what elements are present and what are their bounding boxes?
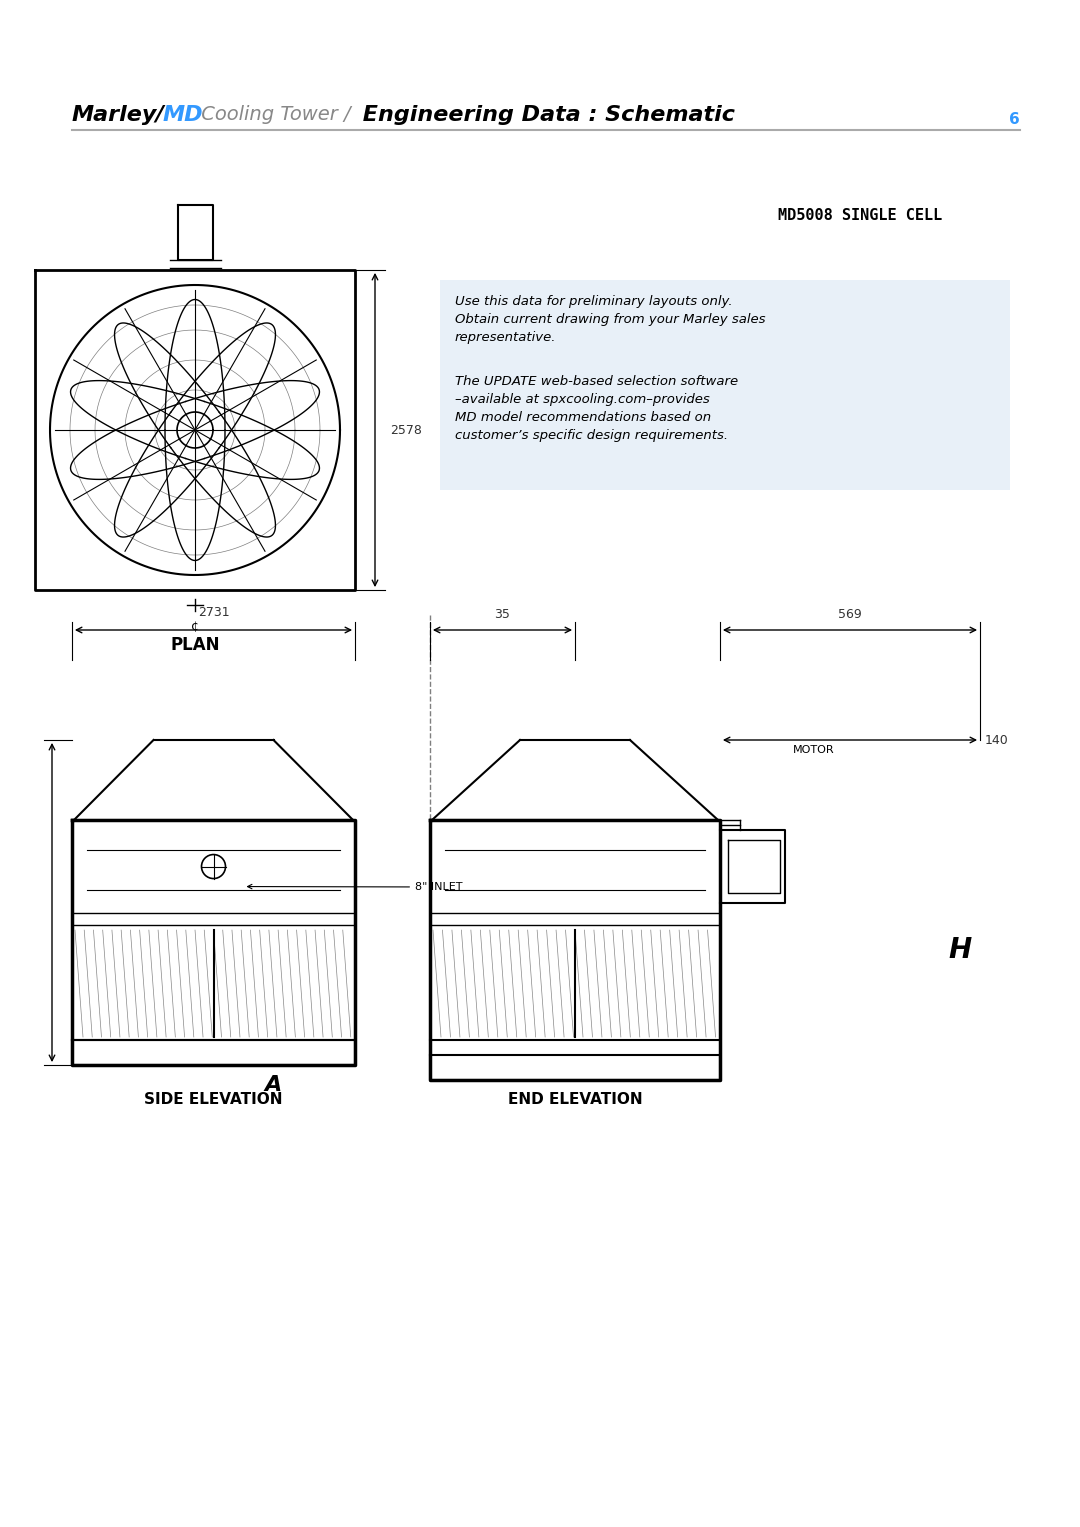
Text: The UPDATE web-based selection software
–available at spxcooling.com–provides
MD: The UPDATE web-based selection software … bbox=[455, 376, 738, 441]
Text: 140: 140 bbox=[985, 733, 1009, 747]
Text: MD: MD bbox=[163, 105, 204, 125]
Text: 569: 569 bbox=[838, 608, 862, 621]
Text: SIDE ELEVATION: SIDE ELEVATION bbox=[145, 1092, 283, 1107]
Text: 2731: 2731 bbox=[198, 606, 229, 618]
Text: Engineering Data : Schematic: Engineering Data : Schematic bbox=[355, 105, 735, 125]
Text: PLAN: PLAN bbox=[171, 637, 219, 654]
Text: 35: 35 bbox=[495, 608, 511, 621]
Text: H: H bbox=[948, 936, 972, 964]
Text: END ELEVATION: END ELEVATION bbox=[508, 1092, 643, 1107]
Text: 2578: 2578 bbox=[390, 423, 422, 437]
Text: 6: 6 bbox=[1009, 113, 1020, 127]
Circle shape bbox=[202, 855, 226, 878]
Text: Cooling Tower /: Cooling Tower / bbox=[195, 105, 351, 125]
Text: ¢: ¢ bbox=[191, 620, 199, 634]
Text: Use this data for preliminary layouts only.
Obtain current drawing from your Mar: Use this data for preliminary layouts on… bbox=[455, 295, 766, 344]
Text: Marley: Marley bbox=[72, 105, 158, 125]
Text: /: / bbox=[148, 105, 172, 125]
Text: MOTOR: MOTOR bbox=[793, 745, 835, 754]
Text: A: A bbox=[265, 1075, 282, 1095]
FancyBboxPatch shape bbox=[440, 279, 1010, 490]
Text: MD5008 SINGLE CELL: MD5008 SINGLE CELL bbox=[778, 208, 942, 223]
Text: 8" INLET: 8" INLET bbox=[247, 883, 462, 892]
